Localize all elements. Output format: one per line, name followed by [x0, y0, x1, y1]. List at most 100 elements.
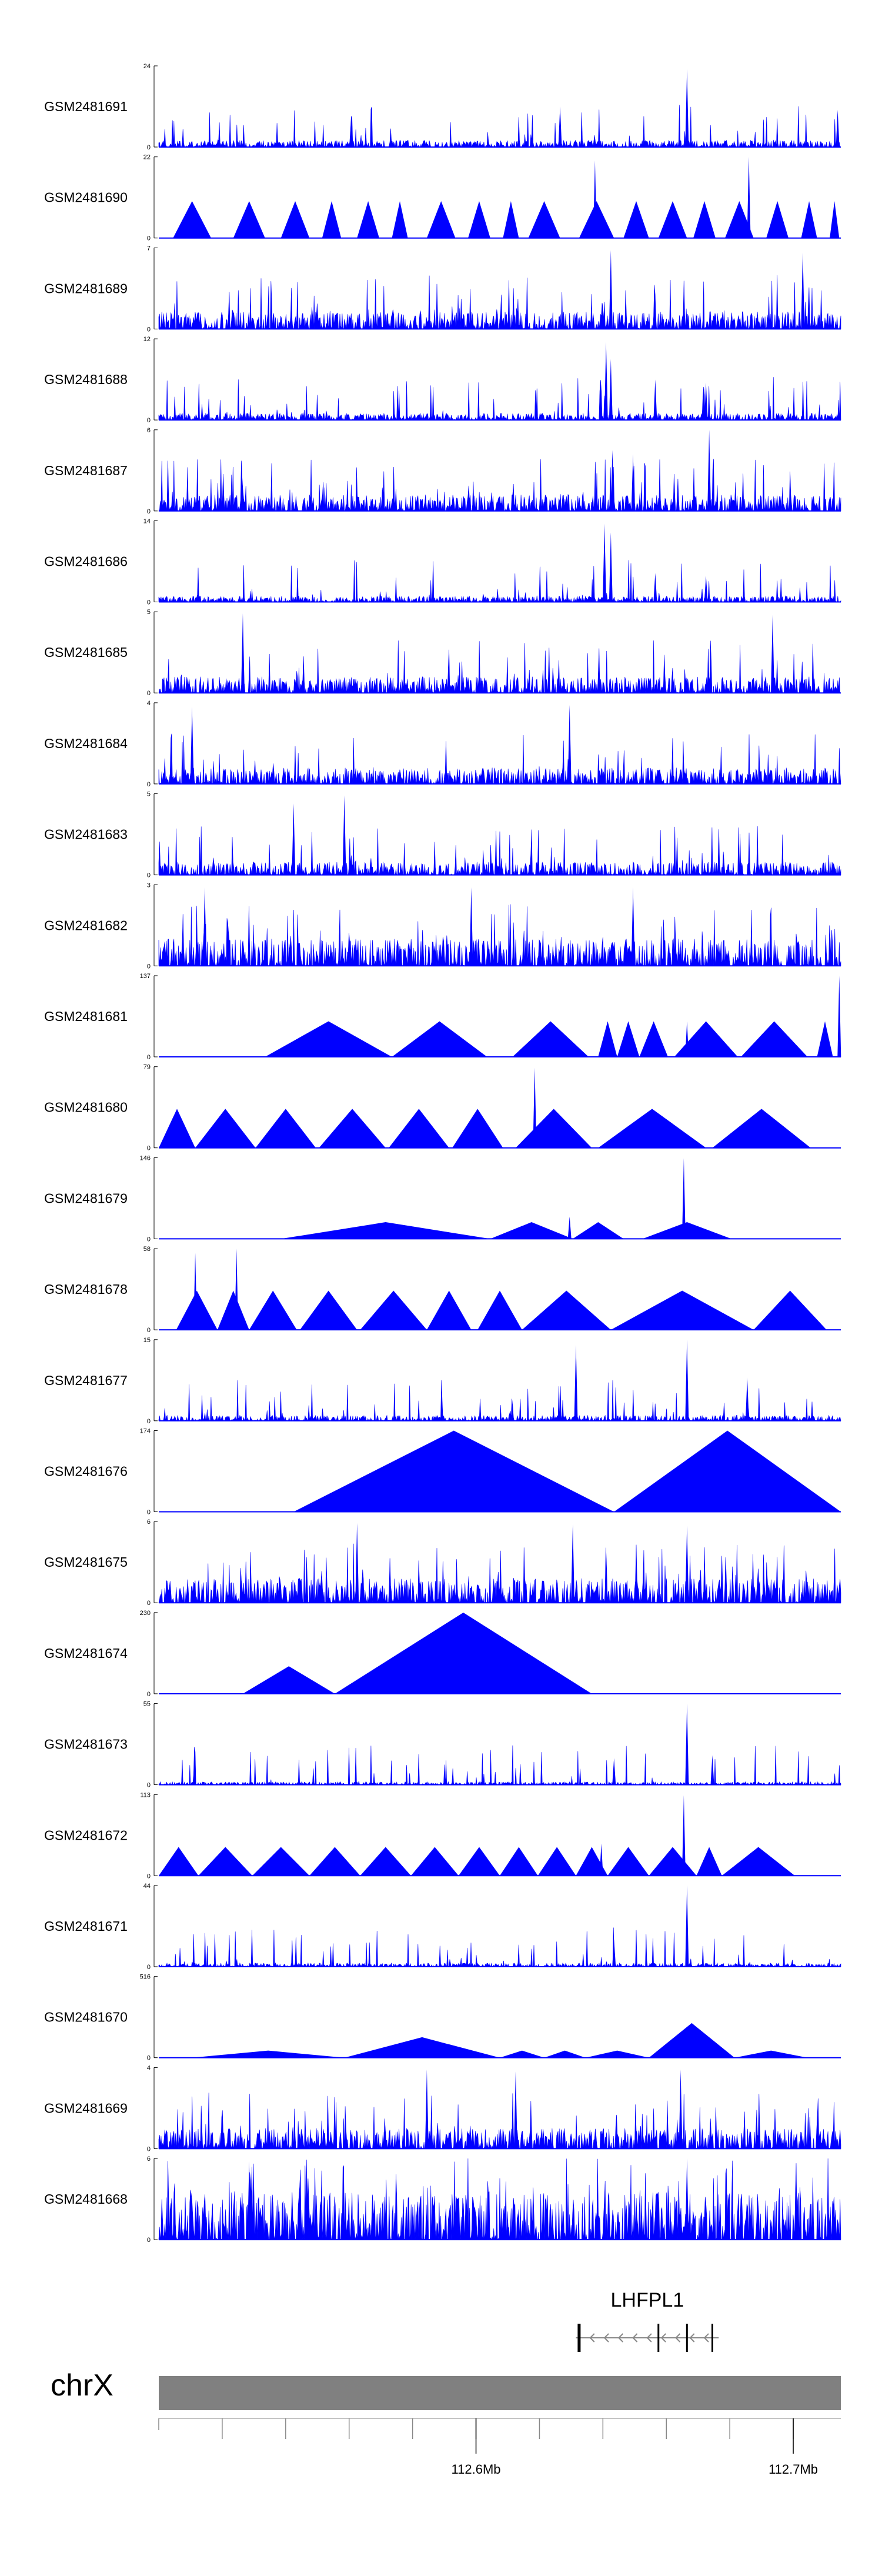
signal-area — [158, 560, 841, 603]
y-min-label: 0 — [147, 2055, 151, 2062]
signal-peak — [477, 1290, 522, 1330]
signal-peak — [360, 1290, 427, 1330]
signal-spike — [190, 706, 194, 784]
signal-spike — [610, 450, 614, 511]
signal-area — [158, 1927, 841, 1968]
track-GSM2481687: GSM2481687 6 0 — [44, 427, 841, 515]
track-label: GSM2481678 — [44, 1282, 128, 1297]
signal-peak — [607, 1847, 649, 1876]
track-GSM2481678: GSM2481678 58 0 — [44, 1246, 841, 1334]
signal-peak — [537, 1847, 576, 1876]
y-min-label: 0 — [147, 1600, 151, 1607]
y-max-label: 15 — [143, 1337, 151, 1344]
signal-peak — [503, 201, 519, 238]
signal-peak — [389, 1109, 449, 1148]
signal-spike — [747, 156, 751, 238]
signal-peak — [176, 1290, 218, 1330]
y-max-label: 5 — [147, 791, 151, 798]
y-min-label: 0 — [147, 235, 151, 242]
signal-peak — [309, 1847, 360, 1876]
track-label: GSM2481688 — [44, 372, 128, 387]
signal-area — [158, 2093, 841, 2150]
track-GSM2481672: GSM2481672 113 0 — [44, 1791, 841, 1880]
gene-label: LHFPL1 — [611, 2289, 684, 2311]
strand-arrow — [617, 2333, 624, 2343]
signal-spike — [355, 1523, 359, 1603]
signal-spike — [571, 1524, 575, 1603]
track-label: GSM2481670 — [44, 2010, 128, 2025]
signal-spike — [685, 2158, 689, 2240]
track-label: GSM2481685 — [44, 645, 128, 660]
signal-spike — [653, 573, 657, 602]
signal-peak — [265, 1021, 392, 1057]
track-label: GSM2481689 — [44, 281, 128, 296]
signal-area — [158, 1745, 841, 1786]
signal-spike — [710, 1755, 714, 1785]
strand-arrow — [675, 2333, 681, 2343]
signal-peak — [452, 1109, 503, 1148]
signal-peak — [639, 1021, 668, 1057]
y-min-label: 0 — [147, 2145, 151, 2153]
strand-arrow — [603, 2333, 609, 2343]
track-GSM2481683: GSM2481683 5 0 — [44, 791, 841, 879]
gene-exon — [711, 2324, 713, 2352]
signal-peak — [319, 1109, 386, 1148]
y-min-label: 0 — [147, 1691, 151, 1698]
signal-area — [158, 640, 841, 694]
y-min-label: 0 — [147, 1782, 151, 1789]
signal-peak — [280, 201, 310, 238]
y-min-label: 0 — [147, 417, 151, 424]
signal-spike — [609, 250, 613, 329]
signal-peak — [598, 1109, 706, 1148]
track-GSM2481676: GSM2481676 174 0 — [44, 1428, 841, 1516]
signal-spike — [685, 1886, 689, 1967]
signal-peak — [721, 1847, 795, 1876]
signal-peak — [614, 1430, 841, 1512]
signal-area — [158, 826, 841, 876]
track-GSM2481675: GSM2481675 6 0 — [44, 1519, 841, 1607]
signal-peak — [725, 201, 754, 238]
signal-peak — [712, 1109, 811, 1148]
track-GSM2481669: GSM2481669 4 0 — [44, 2064, 841, 2153]
track-label: GSM2481671 — [44, 1918, 128, 1934]
signal-spike — [631, 454, 635, 511]
track-GSM2481691: GSM2481691 24 0 — [44, 63, 841, 151]
data-tracks: GSM2481691240GSM2481690220GSM248168970GS… — [44, 63, 841, 2244]
signal-peak — [360, 1847, 411, 1876]
signal-spike — [612, 1938, 616, 1967]
y-min-label: 0 — [147, 690, 151, 697]
signal-spike — [681, 1158, 686, 1239]
track-label: GSM2481684 — [44, 736, 128, 751]
signal-peak — [426, 1290, 472, 1330]
signal-area — [158, 377, 841, 421]
track-GSM2481684: GSM2481684 4 0 — [44, 700, 841, 788]
signal-spike — [685, 69, 689, 147]
y-min-label: 0 — [147, 144, 151, 151]
y-max-label: 24 — [143, 63, 151, 70]
signal-spike — [631, 887, 635, 966]
track-GSM2481682: GSM2481682 3 0 — [44, 882, 841, 970]
signal-peak — [576, 1847, 608, 1876]
y-max-label: 5 — [147, 609, 151, 616]
signal-peak — [500, 1847, 538, 1876]
signal-peak — [696, 1847, 722, 1876]
x-axis-tick-label: 112.7Mb — [769, 2462, 818, 2477]
x-axis-tick-label: 112.6Mb — [452, 2462, 501, 2477]
signal-peak — [734, 2050, 808, 2058]
y-max-label: 4 — [147, 2064, 151, 2071]
gene-exon — [577, 2324, 581, 2352]
signal-peak — [300, 1290, 358, 1330]
y-max-label: 6 — [147, 427, 151, 434]
signal-spike — [704, 576, 708, 602]
track-GSM2481689: GSM2481689 7 0 — [44, 245, 841, 333]
signal-peak — [468, 201, 490, 238]
track-GSM2481688: GSM2481688 12 0 — [44, 336, 841, 424]
signal-spike — [609, 532, 613, 602]
signal-peak — [249, 1290, 297, 1330]
signal-spike — [292, 803, 296, 875]
strand-arrow — [589, 2333, 595, 2343]
signal-peak — [610, 1290, 754, 1330]
signal-peak — [801, 201, 817, 238]
signal-spike — [593, 160, 597, 238]
